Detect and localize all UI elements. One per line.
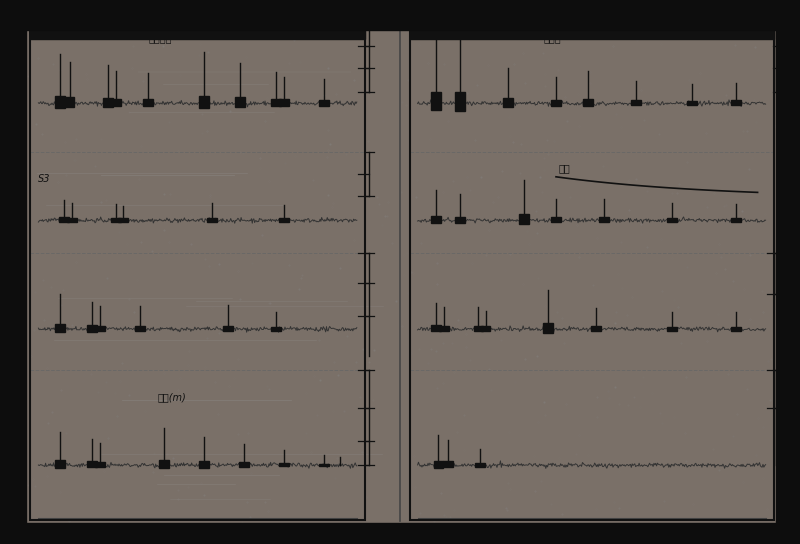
Bar bbox=[776, 0, 800, 544]
Bar bbox=[434, 461, 443, 468]
Bar bbox=[503, 98, 513, 107]
Bar bbox=[279, 463, 289, 467]
Bar bbox=[410, 30, 774, 39]
Bar bbox=[551, 100, 561, 106]
Bar bbox=[591, 326, 601, 331]
Bar bbox=[431, 325, 441, 331]
Bar bbox=[159, 460, 169, 468]
Bar bbox=[235, 97, 245, 107]
Bar bbox=[543, 324, 553, 332]
Bar bbox=[439, 326, 449, 331]
Bar bbox=[279, 100, 289, 106]
Bar bbox=[59, 218, 69, 222]
Bar bbox=[443, 461, 453, 467]
Bar bbox=[474, 326, 483, 331]
Bar bbox=[55, 96, 65, 108]
Bar bbox=[431, 92, 441, 110]
Text: 洛化(m): 洛化(m) bbox=[158, 392, 186, 402]
Bar bbox=[319, 100, 329, 106]
Bar bbox=[55, 460, 65, 468]
Bar bbox=[55, 324, 65, 332]
Bar bbox=[667, 218, 677, 222]
Bar bbox=[455, 217, 465, 222]
Text: 标准: 标准 bbox=[558, 163, 570, 174]
Bar bbox=[111, 98, 121, 106]
Bar bbox=[687, 101, 697, 105]
Bar bbox=[111, 218, 121, 222]
Bar bbox=[481, 326, 490, 331]
Bar bbox=[731, 218, 741, 222]
Bar bbox=[65, 97, 74, 107]
Bar bbox=[0, 0, 26, 544]
Bar bbox=[583, 98, 593, 106]
Text: 八本回收: 八本回收 bbox=[148, 33, 172, 43]
Bar bbox=[631, 100, 641, 106]
Bar bbox=[143, 99, 153, 106]
Bar bbox=[271, 326, 281, 331]
Bar bbox=[30, 24, 365, 520]
Bar bbox=[0, 523, 800, 544]
Bar bbox=[87, 325, 97, 331]
Bar bbox=[599, 217, 609, 222]
Bar bbox=[135, 326, 145, 331]
Bar bbox=[551, 217, 561, 222]
Text: 回收率: 回收率 bbox=[543, 33, 561, 43]
Bar bbox=[279, 218, 289, 222]
Bar bbox=[410, 24, 774, 520]
Bar bbox=[431, 216, 441, 223]
Bar bbox=[319, 463, 329, 466]
Bar bbox=[0, 0, 800, 30]
Bar bbox=[731, 101, 741, 105]
Bar bbox=[731, 326, 741, 331]
Bar bbox=[87, 461, 97, 467]
Bar bbox=[118, 218, 128, 221]
Bar bbox=[519, 214, 529, 224]
Bar bbox=[95, 326, 105, 331]
Bar bbox=[95, 462, 105, 467]
Bar bbox=[667, 326, 677, 331]
Bar bbox=[475, 463, 485, 467]
Bar bbox=[271, 99, 281, 106]
Bar bbox=[67, 218, 77, 222]
Bar bbox=[455, 91, 465, 110]
Bar bbox=[223, 326, 233, 331]
Text: S3: S3 bbox=[38, 174, 50, 184]
Bar bbox=[103, 98, 113, 107]
Bar bbox=[199, 461, 209, 468]
Bar bbox=[207, 218, 217, 222]
Bar bbox=[239, 462, 249, 467]
Bar bbox=[30, 30, 365, 39]
Bar bbox=[199, 96, 209, 108]
